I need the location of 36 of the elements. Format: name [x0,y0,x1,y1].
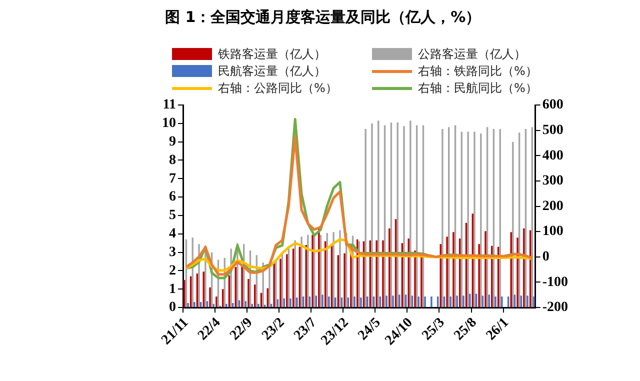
y2-tick-label: 400 [542,148,564,164]
legend-label: 铁路客运量（亿人） [218,46,326,62]
x-tick-label: 22/9 [227,315,256,344]
x-tick-label: 24/5 [356,315,384,344]
y-tick-label: 4 [169,226,176,242]
y-tick-label: 11 [162,98,176,113]
y2-tick-label: 200 [542,198,564,214]
y-tick-label: 8 [169,152,176,168]
legend-label: 公路客运量（亿人） [418,46,526,62]
y-tick-label: 0 [169,300,176,316]
y-tick-label: 5 [169,208,176,224]
legend-label: 民航客运量（亿人） [218,62,326,80]
y2-tick-label: 600 [542,98,564,113]
legend-label: 右轴：铁路同比（%） [418,62,538,80]
y2-tick-label: 0 [542,250,550,265]
chart-title: 图 1：全国交通月度客运量及同比（亿人，%） [165,8,481,27]
x-tick-label: 23/7 [292,315,320,344]
y-tick-label: 3 [169,244,176,260]
y2-tick-label: 500 [542,122,564,138]
legend-label: 右轴：公路同比（%） [218,80,338,96]
y-tick-label: 6 [169,190,176,205]
y-tick-label: 2 [169,263,176,278]
x-tick-label: 25/3 [420,315,448,344]
legend-label: 右轴：民航同比（%） [418,80,538,96]
y-tick-label: 9 [169,134,176,150]
x-tick-label: 26/1 [484,315,512,344]
y-tick-label: 7 [169,171,176,186]
x-tick-label: 22/4 [195,315,224,344]
x-tick-label: 25/8 [452,315,480,344]
x-tick-label: 23/2 [259,315,288,344]
y2-tick-label: -100 [542,274,568,290]
y2-tick-label: -200 [542,300,568,316]
y-tick-label: 1 [169,282,176,297]
y2-tick-label: 300 [542,174,564,189]
y-tick-label: 10 [162,116,176,132]
y2-tick-label: 100 [542,224,564,240]
